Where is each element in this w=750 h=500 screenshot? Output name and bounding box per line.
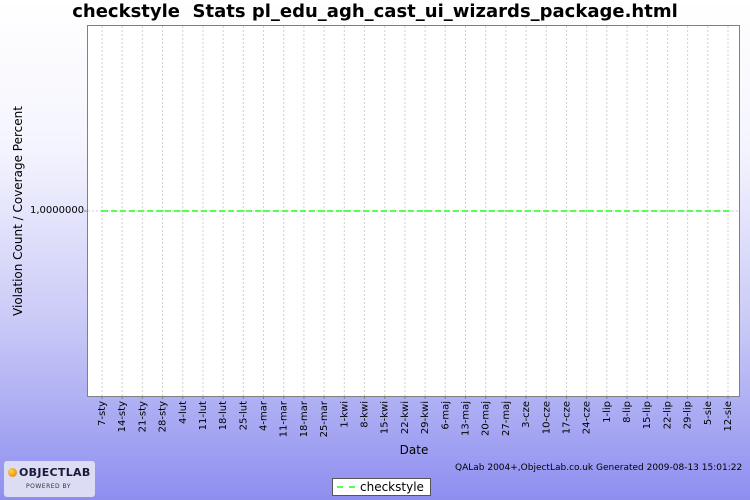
x-tick-label: 15-lip [642,401,653,429]
x-tick-label: 1-kwi [339,401,350,428]
x-tick-label: 18-lut [218,401,229,430]
data-point [302,209,306,213]
x-tick-label: 6-maj [440,401,451,430]
data-point [363,209,366,213]
data-point [726,209,730,213]
logo-sun-icon [8,468,17,477]
x-tick-label: 11-mar [279,400,290,437]
data-point [322,209,326,213]
data-point [646,209,649,213]
data-point [464,209,467,213]
data-point [343,209,346,213]
data-point [262,209,265,213]
data-point [585,209,588,213]
x-tick-label: 29-kwi [420,401,431,434]
x-tick-label: 4-mar [259,400,270,431]
data-point [605,209,609,213]
data-point [545,209,548,213]
legend: checkstyle [332,478,431,496]
x-tick-label: 15-kwi [380,401,391,434]
x-tick-label: 1-lip [602,401,613,423]
x-tick-label: 4-lut [178,401,189,424]
data-point [625,209,629,213]
x-tick-label: 13-maj [460,401,471,436]
data-point [504,209,508,213]
x-tick-label: 12-sie [723,401,734,431]
chart-title: checkstyle Stats pl_edu_agh_cast_ui_wiza… [72,1,678,22]
objectlab-logo: OBJECTLAB POWERED BY [4,461,95,497]
data-point [120,209,124,213]
legend-swatch [337,486,355,488]
x-tick-label: 18-mar [299,400,310,437]
data-point [706,209,710,213]
data-point [242,209,245,213]
data-point [201,209,205,213]
logo-main-text: OBJECTLAB [19,466,91,479]
x-tick-label: 17-cze [561,401,572,434]
data-point [666,209,669,213]
x-tick-label: 28-sty [158,401,169,432]
data-point [524,209,528,213]
data-point [686,209,689,213]
x-tick-label: 22-lip [662,401,673,429]
x-tick-label: 3-cze [521,401,532,428]
x-tick-label: 8-kwi [360,401,371,428]
x-tick-label: 27-maj [501,401,512,436]
x-tick-label: 10-cze [541,401,552,434]
x-tick-label: 14-sty [117,401,128,432]
y-tick-label: 1,0000000 [30,205,85,216]
data-point [221,209,225,213]
x-tick-label: 29-lip [683,401,694,429]
data-point [383,209,386,213]
x-tick-label: 24-cze [582,401,593,434]
data-point [141,209,144,213]
x-tick-label: 21-sty [137,401,148,432]
x-axis-label: Date [399,443,429,457]
x-tick-label: 25-lut [238,401,249,430]
data-point [444,209,447,213]
x-tick-label: 25-mar [319,400,330,437]
data-point [100,209,104,213]
data-point [403,209,407,213]
generated-footer: QALab 2004+,ObjectLab.co.uk Generated 20… [455,463,743,473]
legend-label: checkstyle [360,480,424,494]
x-tick-label: 8-lip [622,401,633,423]
x-tick-label: 22-kwi [400,401,411,434]
data-point [161,209,164,213]
data-point [484,209,487,213]
x-tick-label: 5-sie [703,401,714,425]
data-point [181,209,184,213]
x-tick-label: 11-lut [198,401,209,430]
data-point [282,209,285,213]
logo-sub-text: POWERED BY [26,483,72,490]
x-tick-label: 20-maj [481,401,492,436]
x-tick-label: 7-sty [97,401,108,426]
data-point [565,209,568,213]
data-point [423,209,427,213]
